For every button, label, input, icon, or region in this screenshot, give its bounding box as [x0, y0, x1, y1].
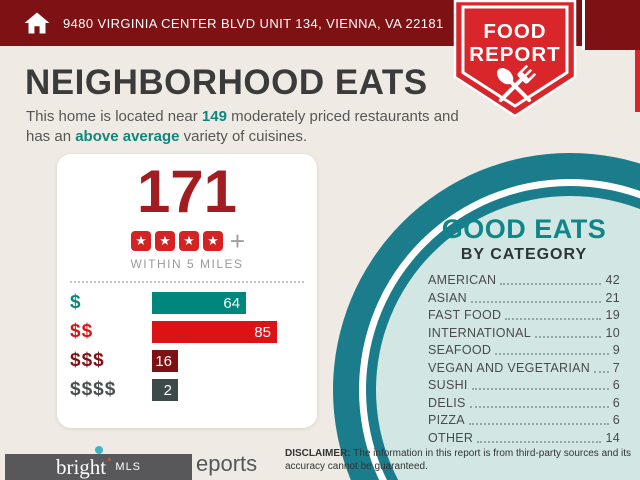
- category-name: DELIS: [428, 395, 466, 410]
- dotted-leader: [500, 283, 602, 285]
- category-count: 6: [612, 413, 620, 427]
- page-title: NEIGHBORHOOD EATS: [25, 63, 428, 102]
- food-report-badge: FOOD REPORT: [453, 0, 577, 118]
- price-bar-row: $$$ 16: [70, 350, 317, 372]
- reports-partial-label: eports: [196, 451, 258, 476]
- star-icon: ★: [154, 231, 175, 251]
- variety-highlight: above average: [75, 128, 180, 146]
- price-tier-label: $$$$: [70, 379, 117, 400]
- category-row: PIZZA 6: [428, 414, 620, 427]
- disclaimer: DISCLAIMER: The information in this repo…: [285, 447, 637, 473]
- dotted-leader: [471, 300, 602, 303]
- bar-value: 64: [223, 294, 241, 312]
- category-row: DELIS 6: [428, 395, 620, 410]
- category-row: VEGAN AND VEGETARIAN 7: [428, 360, 620, 375]
- price-tier-bar: 16: [152, 350, 178, 372]
- logo-spark-icon: *: [107, 456, 112, 468]
- dotted-leader: [505, 318, 602, 320]
- crossed-utensils-icon: [496, 64, 537, 103]
- category-name: AMERICAN: [428, 273, 497, 287]
- disclaimer-text: The information in this report is from t…: [285, 448, 632, 472]
- dotted-leader: [471, 388, 609, 390]
- price-tier-label: $: [70, 292, 82, 313]
- logo-wordmark: bright: [55, 454, 107, 479]
- star-rating: ★ ★ ★ ★ +: [57, 226, 317, 256]
- summary-card: 171 ★ ★ ★ ★ + WITHIN 5 MILES $64 $$ 85 $$$ 16 $$$…: [57, 154, 317, 428]
- intro-segment1: This home is located near: [26, 108, 202, 125]
- price-tier-bar: 85: [152, 321, 277, 343]
- disclaimer-label: DISCLAIMER:: [285, 448, 351, 459]
- category-count: 14: [605, 430, 620, 445]
- bright-mls-logo: bright * MLS: [5, 454, 192, 480]
- category-count: 6: [612, 395, 620, 410]
- dotted-leader: [495, 353, 609, 355]
- price-bar-row: $$$$ 2: [70, 379, 317, 401]
- property-address: 9480 VIRGINIA CENTER BLVD UNIT 134, VIEN…: [63, 15, 444, 31]
- category-name: OTHER: [428, 430, 474, 445]
- category-name: SEAFOOD: [428, 343, 492, 357]
- category-count: 19: [605, 308, 620, 322]
- category-count: 7: [612, 360, 620, 375]
- category-name: VEGAN AND VEGETARIAN: [428, 360, 591, 375]
- category-name: INTERNATIONAL: [428, 325, 531, 340]
- total-restaurants-count: 171: [136, 158, 238, 225]
- fork-icon: [498, 64, 537, 103]
- price-tier-bar: 64: [152, 292, 247, 314]
- price-bar-row: $$ 85: [70, 321, 317, 343]
- dotted-leader: [469, 405, 609, 408]
- category-row: SEAFOOD 9: [428, 344, 620, 357]
- bar-value: 85: [254, 323, 271, 341]
- star-icon: ★: [178, 231, 199, 251]
- category-row: INTERNATIONAL 10: [428, 325, 620, 340]
- badge-line1: FOOD: [483, 20, 546, 43]
- category-count: 6: [612, 378, 620, 392]
- radius-label: WITHIN 5 MILES: [130, 257, 244, 271]
- category-name: SUSHI: [428, 378, 468, 392]
- dotted-leader: [468, 423, 609, 425]
- restaurant-count: 149: [201, 108, 227, 125]
- category-name: ASIAN: [428, 290, 468, 305]
- dotted-leader: [534, 335, 602, 338]
- category-row: AMERICAN 42: [428, 274, 620, 287]
- right-edge-red-strip: [635, 50, 640, 112]
- category-count: 9: [612, 343, 620, 357]
- good-eats-subtitle: BY CATEGORY: [460, 246, 588, 263]
- category-count: 21: [605, 290, 620, 305]
- price-tier-label: $$: [70, 321, 94, 342]
- dotted-leader: [477, 440, 602, 443]
- bar-value: 16: [155, 352, 172, 370]
- category-count: 42: [605, 273, 620, 287]
- category-row: SUSHI 6: [428, 379, 620, 392]
- dotted-leader: [594, 370, 609, 373]
- price-bar-row: $64: [70, 292, 317, 314]
- category-row: OTHER 14: [428, 430, 620, 445]
- intro-segment2: moderately priced restaurants and has an: [26, 108, 459, 146]
- good-eats-title: GOOD EATS: [441, 214, 607, 244]
- badge-line2: REPORT: [469, 43, 560, 66]
- logo-mls-label: MLS: [115, 461, 142, 473]
- bar-value: 2: [163, 381, 172, 399]
- category-name: FAST FOOD: [428, 308, 502, 322]
- plus-sign: +: [229, 226, 246, 256]
- price-tier-bar: 2: [152, 379, 178, 401]
- badge-inner-outline: [461, 5, 569, 108]
- teal-dot-icon: [95, 446, 103, 454]
- intro-text: This home is located near 149 moderately…: [26, 107, 476, 148]
- home-icon: [24, 12, 50, 34]
- category-list: AMERICAN 42 ASIAN 21 FAST FOOD 19 INTERNATIONA…: [428, 274, 620, 445]
- star-icon: ★: [130, 231, 151, 251]
- good-eats-panel: GOOD EATS BY CATEGORY AMERICAN 42 ASIAN 21 F…: [428, 216, 620, 449]
- category-row: ASIAN 21: [428, 290, 620, 305]
- corner-maroon-block: [582, 0, 640, 50]
- price-tier-label: $$$: [70, 350, 105, 371]
- category-row: FAST FOOD 19: [428, 309, 620, 322]
- category-name: PIZZA: [428, 413, 465, 427]
- dotted-divider: [70, 281, 304, 283]
- intro-segment3: variety of cuisines.: [179, 128, 308, 146]
- star-icon: ★: [202, 231, 223, 251]
- category-count: 10: [605, 325, 620, 340]
- price-bar-chart: $64 $$ 85 $$$ 16 $$$$ 2: [57, 292, 317, 401]
